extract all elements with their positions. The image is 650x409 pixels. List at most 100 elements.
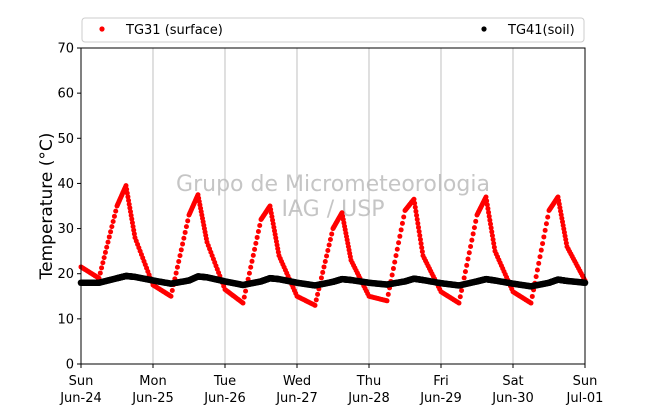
point-surface — [465, 256, 471, 262]
point-surface — [315, 291, 321, 297]
point-surface — [110, 218, 116, 224]
point-surface — [168, 293, 174, 299]
point-surface — [462, 269, 468, 275]
point-surface — [413, 208, 419, 214]
x-tick-label-date: Jun-26 — [203, 391, 246, 406]
point-surface — [105, 239, 111, 245]
point-surface — [124, 190, 130, 196]
point-surface — [326, 242, 332, 248]
point-surface — [392, 259, 398, 265]
point-surface — [385, 291, 391, 297]
point-surface — [538, 247, 544, 253]
point-surface — [528, 300, 534, 306]
point-surface — [470, 231, 476, 237]
point-surface — [414, 212, 420, 218]
point-surface — [130, 223, 136, 229]
y-tick-label: 40 — [57, 177, 74, 192]
point-surface — [419, 249, 425, 255]
point-surface — [484, 198, 490, 204]
point-surface — [389, 272, 395, 278]
x-tick-label-day: Tue — [213, 374, 236, 389]
point-surface — [469, 237, 475, 243]
point-surface — [176, 258, 182, 264]
point-surface — [412, 204, 418, 210]
point-surface — [401, 214, 407, 220]
point-surface — [321, 264, 327, 270]
legend-marker-surface — [99, 26, 105, 32]
point-surface — [411, 196, 417, 202]
point-surface — [417, 233, 423, 239]
point-surface — [241, 294, 247, 300]
point-surface — [485, 206, 491, 212]
x-tick-label-date: Jun-29 — [419, 391, 462, 406]
x-tick-label-date: Jun-24 — [59, 391, 102, 406]
point-surface — [325, 247, 331, 253]
watermark: Grupo de Micrometeorologia IAG / USP — [176, 172, 490, 222]
point-surface — [129, 220, 135, 226]
point-surface — [108, 229, 114, 235]
point-surface — [254, 234, 260, 240]
point-surface — [246, 270, 252, 276]
x-axis: Sun Jun-24 Mon Jun-25 Tue Jun-26 Wed Jun-27 Thu J… — [59, 364, 603, 406]
point-surface — [459, 287, 465, 293]
plot-frame — [80, 47, 586, 365]
point-surface — [182, 229, 188, 235]
x-tick-label-date: Jun-28 — [347, 391, 390, 406]
point-surface — [419, 245, 425, 251]
point-surface — [486, 213, 492, 219]
point-surface — [125, 194, 131, 200]
point-surface — [322, 258, 328, 264]
point-surface — [99, 265, 105, 271]
point-surface — [253, 240, 259, 246]
point-surface — [109, 224, 115, 230]
point-surface — [484, 202, 490, 208]
y-tick-label: 70 — [57, 42, 74, 57]
point-surface — [252, 246, 258, 252]
point-surface — [113, 208, 119, 214]
point-surface — [185, 218, 191, 224]
point-surface — [390, 266, 396, 272]
point-surface — [129, 216, 135, 222]
point-surface — [101, 255, 107, 261]
x-tick-label-date: Jul-01 — [566, 391, 604, 406]
legend: TG31 (surface) TG41(soil) — [81, 17, 585, 43]
point-surface — [491, 240, 497, 246]
x-tick-label-day: Wed — [283, 374, 311, 389]
point-surface — [178, 247, 184, 253]
point-surface — [131, 231, 137, 237]
point-surface — [97, 270, 103, 276]
point-surface — [329, 231, 335, 237]
y-axis: 0 10 20 30 40 50 60 70 — [57, 42, 81, 373]
point-surface — [399, 220, 405, 226]
y-tick-label: 30 — [57, 222, 74, 237]
point-surface — [540, 241, 546, 247]
point-surface — [412, 200, 418, 206]
x-tick-label-date: Jun-30 — [491, 391, 534, 406]
point-surface — [533, 274, 539, 280]
point-surface — [468, 243, 474, 249]
point-surface — [542, 227, 548, 233]
point-surface — [255, 228, 261, 234]
point-surface — [534, 267, 540, 273]
y-tick-label: 50 — [57, 132, 74, 147]
point-surface — [111, 213, 117, 219]
point-surface — [491, 244, 497, 250]
y-tick-label: 10 — [57, 312, 74, 327]
legend-marker-soil — [481, 26, 487, 32]
point-surface — [240, 300, 246, 306]
point-surface — [320, 269, 326, 275]
point-surface — [464, 262, 470, 268]
data-points — [77, 183, 589, 308]
point-surface — [127, 205, 133, 211]
point-surface — [181, 235, 187, 241]
point-surface — [488, 221, 493, 227]
x-tick-label-day: Thu — [356, 374, 381, 389]
point-surface — [312, 302, 318, 308]
point-surface — [483, 194, 489, 200]
point-surface — [249, 258, 255, 264]
point-surface — [489, 233, 495, 239]
point-surface — [131, 227, 137, 233]
point-surface — [250, 252, 256, 258]
point-surface — [415, 220, 421, 226]
